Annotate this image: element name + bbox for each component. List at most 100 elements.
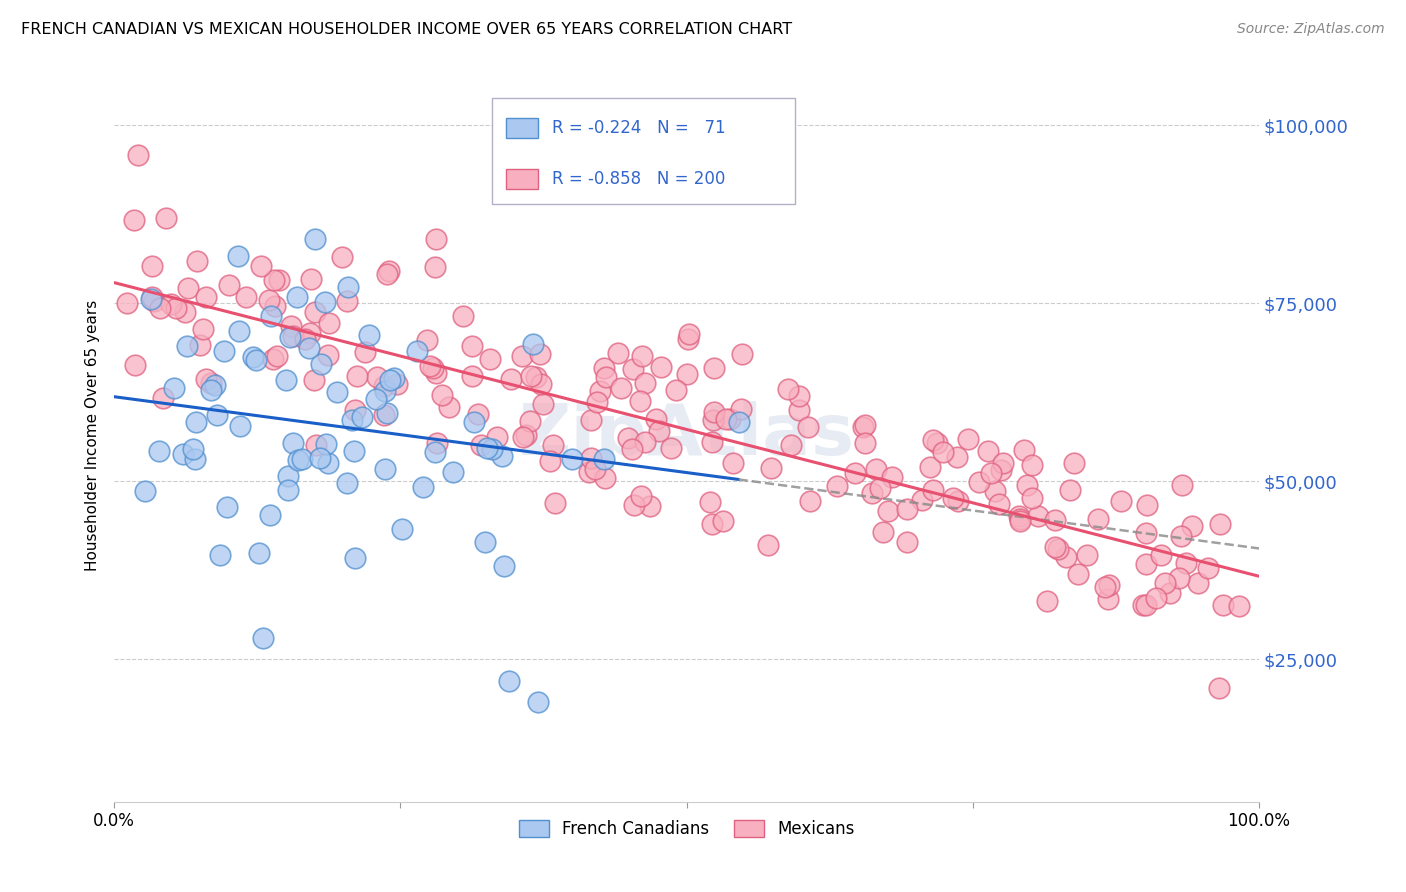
Point: [181, 442, 204, 456]
Point: [486, 430, 509, 444]
Point: [492, 559, 515, 574]
Point: [184, 415, 207, 429]
Point: [228, 324, 250, 338]
Point: [373, 408, 395, 422]
Point: [946, 494, 969, 508]
Point: [330, 250, 353, 264]
Point: [304, 232, 326, 246]
Point: [869, 481, 891, 495]
Point: [756, 538, 779, 552]
Point: [470, 438, 492, 452]
Point: [1136, 498, 1159, 512]
Point: [510, 349, 533, 363]
Point: [1109, 493, 1132, 508]
Point: [984, 483, 1007, 498]
Point: [343, 443, 366, 458]
Point: [529, 347, 551, 361]
Point: [1036, 594, 1059, 608]
FancyBboxPatch shape: [506, 169, 538, 189]
Point: [1046, 541, 1069, 556]
Point: [721, 456, 744, 470]
Point: [789, 402, 811, 417]
Point: [318, 316, 340, 330]
Point: [623, 498, 645, 512]
Point: [1098, 578, 1121, 592]
Point: [378, 263, 401, 277]
Point: [174, 304, 197, 318]
Point: [593, 361, 616, 376]
Point: [515, 427, 537, 442]
Point: [610, 381, 633, 395]
Point: [1197, 560, 1219, 574]
Point: [1132, 598, 1154, 612]
Point: [357, 328, 380, 343]
Point: [1008, 512, 1031, 526]
Point: [586, 395, 609, 409]
Point: [921, 483, 943, 497]
Point: [305, 437, 328, 451]
Point: [491, 449, 513, 463]
Point: [628, 394, 651, 409]
Point: [177, 281, 200, 295]
Point: [194, 289, 217, 303]
Point: [1175, 556, 1198, 570]
Point: [259, 293, 281, 307]
Point: [678, 326, 700, 341]
Point: [298, 341, 321, 355]
Point: [1087, 512, 1109, 526]
Point: [700, 516, 723, 531]
Point: [374, 384, 396, 398]
Point: [1008, 514, 1031, 528]
Point: [634, 434, 657, 449]
Point: [252, 631, 274, 645]
Point: [541, 438, 564, 452]
Point: [266, 349, 288, 363]
Point: [294, 332, 316, 346]
Point: [344, 551, 367, 566]
Point: [426, 436, 449, 450]
Point: [1144, 591, 1167, 605]
FancyBboxPatch shape: [506, 118, 538, 138]
Point: [853, 418, 876, 433]
Point: [1043, 540, 1066, 554]
Point: [283, 329, 305, 343]
Point: [578, 465, 600, 479]
Y-axis label: Householder Income Over 65 years: Householder Income Over 65 years: [86, 300, 100, 571]
Point: [291, 452, 314, 467]
Point: [714, 411, 737, 425]
Point: [340, 412, 363, 426]
Point: [337, 280, 360, 294]
Point: [711, 514, 734, 528]
Point: [592, 452, 614, 467]
Point: [139, 292, 162, 306]
Point: [588, 384, 610, 399]
Point: [209, 548, 232, 562]
Point: [665, 383, 688, 397]
Point: [630, 489, 652, 503]
Point: [876, 503, 898, 517]
Point: [218, 278, 240, 293]
Point: [326, 384, 349, 399]
Point: [1012, 443, 1035, 458]
Point: [993, 456, 1015, 470]
Point: [229, 419, 252, 434]
Point: [1054, 550, 1077, 565]
Point: [212, 344, 235, 359]
Point: [263, 273, 285, 287]
Point: [699, 494, 721, 508]
Point: [1066, 567, 1088, 582]
Point: [512, 430, 534, 444]
Point: [259, 508, 281, 522]
Point: [927, 436, 949, 450]
Point: [235, 290, 257, 304]
Point: [896, 534, 918, 549]
Point: [1135, 525, 1157, 540]
Point: [731, 347, 754, 361]
Point: [896, 502, 918, 516]
Point: [880, 469, 903, 483]
Point: [1063, 456, 1085, 470]
Point: [1021, 458, 1043, 472]
Point: [346, 368, 368, 383]
Point: [1150, 548, 1173, 562]
Point: [544, 496, 567, 510]
